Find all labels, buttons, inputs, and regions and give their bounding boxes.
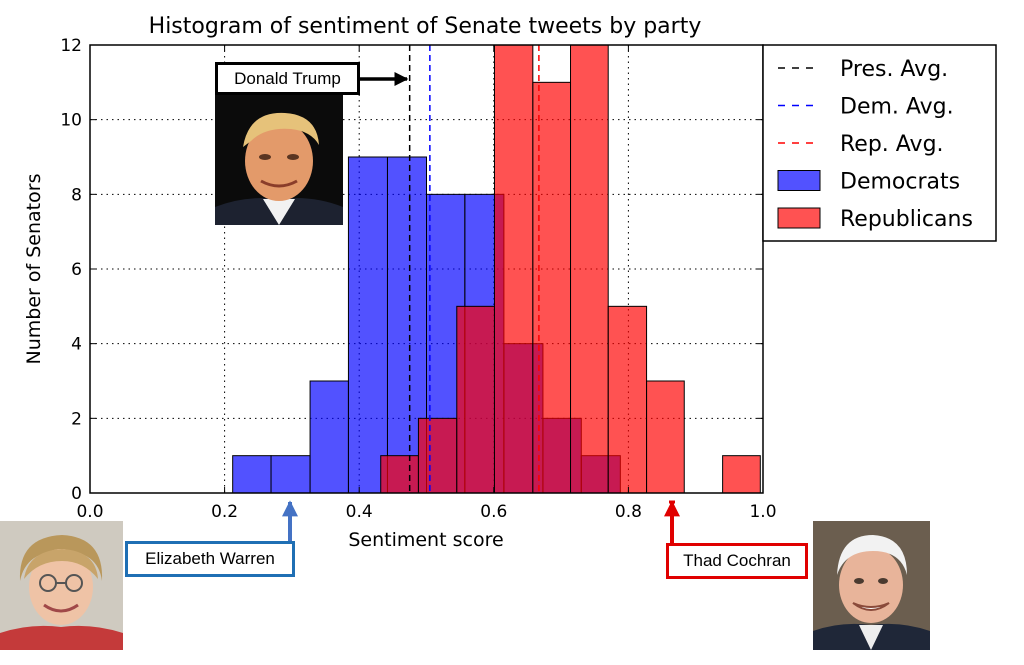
x-tick-label: 0.4 [346, 502, 373, 522]
republicans-bar [607, 305, 648, 494]
democrats-bar [270, 455, 311, 494]
legend-label-dem-avg: Dem. Avg. [840, 95, 954, 120]
republicans-bar [722, 455, 761, 494]
y-tick-label: 12 [60, 36, 82, 56]
y-tick-label: 8 [71, 185, 82, 205]
legend-swatch-republicans [777, 207, 821, 229]
y-axis-label: Number of Senators [23, 174, 45, 365]
y-tick-label: 6 [71, 260, 82, 280]
x-tick-label: 0.2 [211, 502, 238, 522]
x-tick-label: 0.0 [76, 502, 103, 522]
axis-ticks: 0.0 0.2 0.4 0.6 0.8 1.0 0 2 4 6 8 10 12 [60, 36, 776, 522]
x-tick-label: 0.6 [480, 502, 507, 522]
y-tick-label: 4 [71, 335, 82, 355]
legend-label-democrats: Democrats [840, 170, 960, 195]
y-tick-label: 2 [71, 409, 82, 429]
histogram-bars [232, 44, 761, 494]
chart-legend: Pres. Avg. Dem. Avg. Rep. Avg. Democrats Rep… [762, 44, 997, 242]
x-axis-label: Sentiment score [348, 529, 503, 551]
democrats-bar [347, 156, 388, 494]
republicans-bar [646, 380, 685, 494]
democrats-bar [232, 455, 272, 494]
chart-title: Histogram of sentiment of Senate tweets … [149, 14, 702, 39]
donald-trump-callout: Donald Trump [215, 62, 360, 95]
x-tick-label: 1.0 [749, 502, 776, 522]
thad-cochran-photo [813, 521, 930, 650]
republicans-bar [493, 44, 534, 494]
y-tick-label: 10 [60, 111, 82, 131]
x-tick-label: 0.8 [615, 502, 642, 522]
democrats-bar [309, 380, 349, 494]
republicans-bar [456, 305, 495, 494]
elizabeth-warren-photo [0, 521, 123, 650]
republicans-bar [380, 455, 419, 494]
average-lines [408, 45, 540, 493]
elizabeth-warren-callout: Elizabeth Warren [125, 541, 295, 577]
donald-trump-photo [215, 95, 343, 225]
y-tick-label: 0 [71, 484, 82, 504]
legend-label-pres-avg: Pres. Avg. [840, 57, 948, 82]
legend-label-rep-avg: Rep. Avg. [840, 132, 944, 157]
legend-label-republicans: Republicans [840, 207, 973, 232]
republicans-bar [570, 44, 609, 494]
republicans-bar [417, 417, 458, 494]
legend-swatch-democrats [777, 170, 821, 191]
thad-cochran-callout: Thad Cochran [666, 543, 808, 579]
